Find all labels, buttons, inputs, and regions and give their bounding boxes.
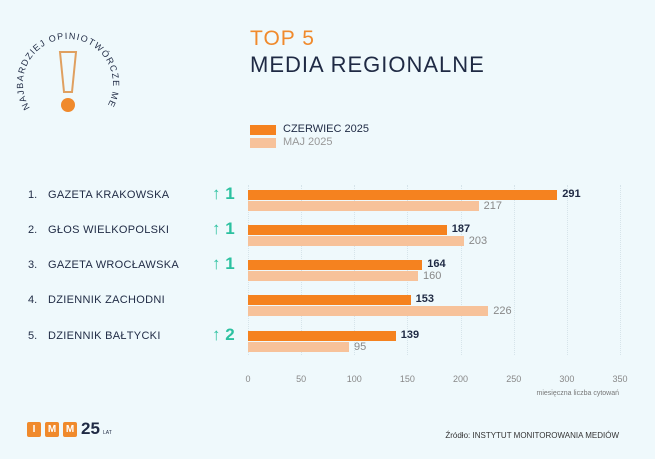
value-label-previous: 217 — [483, 200, 502, 212]
rank-number: 3. — [28, 259, 38, 271]
x-tick-label: 300 — [559, 374, 575, 384]
gridline — [620, 185, 621, 355]
gridline — [513, 185, 515, 355]
category-label: DZIENNIK BAŁTYCKI — [48, 330, 161, 342]
legend-swatch-current — [250, 124, 276, 135]
value-label-current: 291 — [562, 188, 581, 200]
x-tick-label: 350 — [612, 374, 628, 384]
x-tick-label: 100 — [346, 374, 362, 384]
badge: NAJBARDZIEJ OPINIOTWÓRCZE MEDIA — [4, 0, 128, 128]
bar-current — [248, 260, 423, 270]
gridline — [354, 185, 356, 355]
category-label: GAZETA KRAKOWSKA — [48, 189, 170, 201]
x-tick-label: 150 — [399, 374, 415, 384]
logo-lat: LAT — [103, 430, 112, 436]
gridline — [248, 185, 249, 355]
rank-number: 5. — [28, 330, 38, 342]
bar-previous — [248, 271, 419, 281]
rank-number: 4. — [28, 294, 38, 306]
rank-number: 2. — [28, 224, 38, 236]
legend-previous: MAJ 2025 — [250, 137, 333, 148]
gridline — [460, 185, 462, 355]
rank-up-indicator: ↑ 1 — [212, 184, 235, 203]
x-axis-label: miesięczna liczba cytowań — [536, 390, 619, 397]
logo-letter: M — [45, 422, 59, 437]
gridline — [301, 185, 303, 355]
legend-label-previous: MAJ 2025 — [283, 136, 333, 148]
bar-previous — [248, 201, 479, 211]
exclamation-badge-icon: NAJBARDZIEJ OPINIOTWÓRCZE MEDIA — [4, 0, 121, 112]
value-label-previous: 160 — [423, 270, 442, 282]
x-tick-label: 0 — [245, 374, 251, 384]
value-label-current: 139 — [400, 329, 420, 341]
svg-text:NAJBARDZIEJ OPINIOTWÓRCZE MEDI: NAJBARDZIEJ OPINIOTWÓRCZE MEDIA — [8, 8, 121, 112]
x-tick-label: 50 — [296, 374, 307, 384]
x-tick-label: 250 — [506, 374, 522, 384]
logo-letter: M — [63, 422, 77, 437]
legend-label-current: CZERWIEC 2025 — [283, 123, 369, 135]
bar-previous — [248, 236, 464, 246]
rank-up-indicator: ↑ 2 — [212, 325, 235, 344]
logo-letter: I — [27, 422, 41, 437]
title-top5: TOP 5 — [250, 27, 315, 50]
bar-previous — [248, 342, 349, 352]
logo-years: 25 — [81, 419, 100, 438]
bar-previous — [248, 306, 489, 316]
rank-up-indicator: ↑ 1 — [212, 219, 235, 238]
value-label-current: 164 — [427, 258, 446, 270]
bar-current — [248, 331, 396, 341]
bar-current — [248, 295, 411, 305]
title-media-regionalne: MEDIA REGIONALNE — [250, 52, 485, 77]
value-label-current: 187 — [451, 223, 471, 235]
category-label: DZIENNIK ZACHODNI — [48, 294, 165, 306]
bar-current — [248, 225, 447, 235]
rank-up-indicator: ↑ 1 — [212, 254, 235, 273]
x-tick-label: 200 — [453, 374, 469, 384]
category-label: GŁOS WIELKOPOLSKI — [48, 224, 170, 236]
legend-current: CZERWIEC 2025 — [250, 124, 369, 135]
value-label-previous: 203 — [468, 235, 488, 247]
source-text: Źródło: INSTYTUT MONITOROWANIA MEDIÓW — [445, 431, 619, 440]
gridline — [566, 185, 568, 355]
legend-swatch-previous — [250, 137, 276, 148]
category-label: GAZETA WROCŁAWSKA — [48, 259, 180, 271]
rank-number: 1. — [28, 189, 38, 201]
gridline — [407, 185, 409, 355]
value-label-previous: 226 — [493, 305, 512, 317]
value-label-current: 153 — [415, 293, 434, 305]
value-label-previous: 95 — [353, 341, 367, 353]
bar-current — [248, 190, 558, 200]
